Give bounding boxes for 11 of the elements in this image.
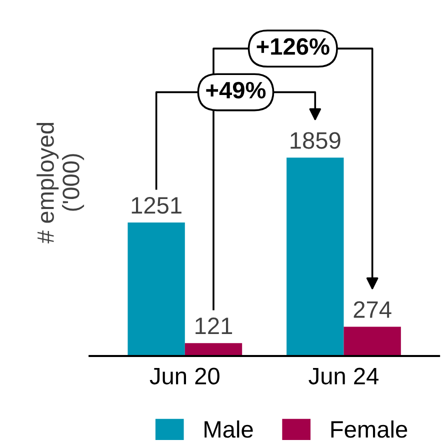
data-label: 1859: [290, 132, 340, 149]
text: +49%: [206, 82, 266, 99]
data-label: 274: [354, 301, 392, 318]
legend-label: Female: [331, 420, 408, 438]
data-label: 1251: [132, 196, 182, 214]
x-tick-label: Jun 24: [308, 368, 378, 384]
data-label: 121: [196, 318, 232, 334]
legend-label: Male: [204, 420, 253, 438]
text: +126%: [256, 38, 330, 55]
y-axis-title: # employed ('000): [36, 122, 84, 244]
x-tick-label: Jun 20: [150, 368, 220, 384]
